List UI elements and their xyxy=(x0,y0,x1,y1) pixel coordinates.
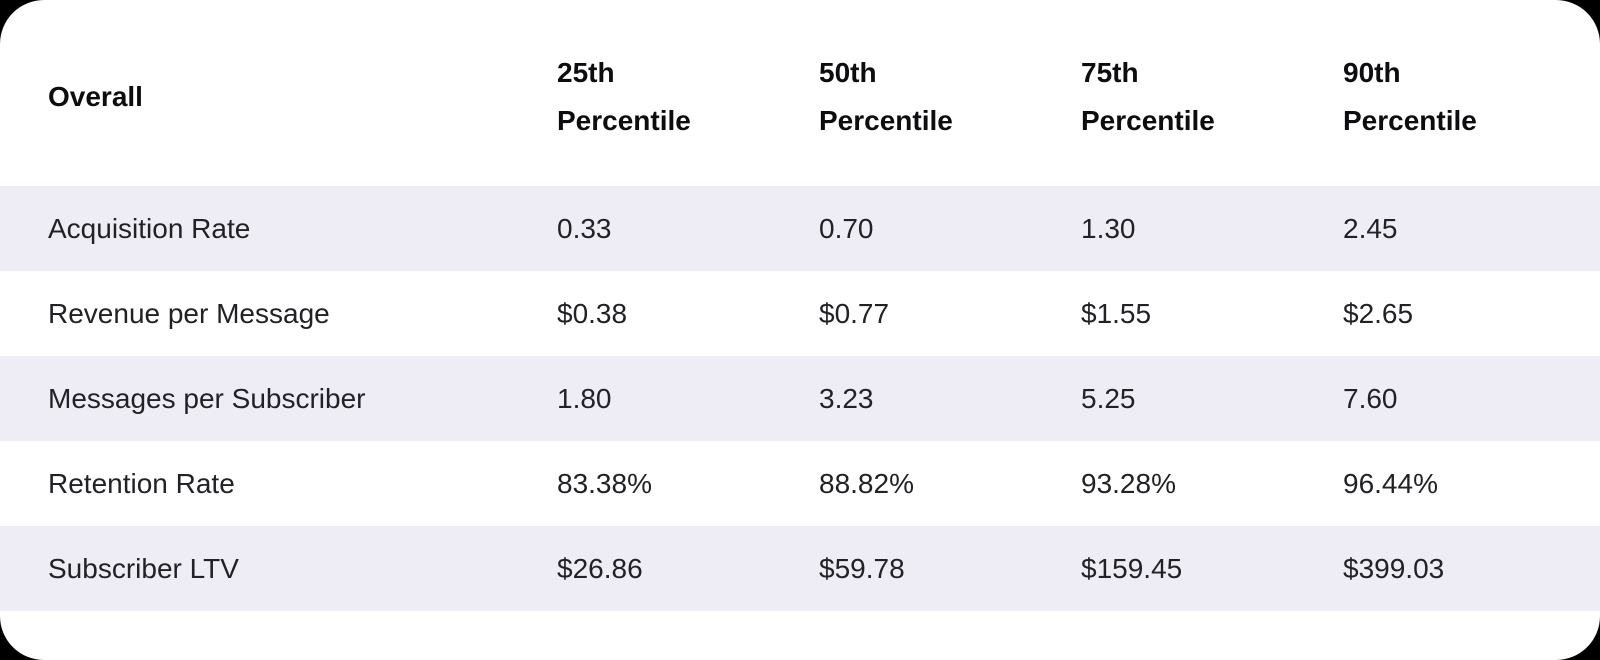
row-label: Revenue per Message xyxy=(48,297,330,329)
table-row: Messages per Subscriber 1.80 3.23 5.25 7.60 xyxy=(0,356,1600,441)
row-label: Retention Rate xyxy=(48,467,235,499)
value-cell: 3.23 xyxy=(819,382,874,414)
value-cell: 93.28% xyxy=(1081,467,1176,499)
percentile-table: Overall 25th Percentile 50th Percentile 75t… xyxy=(0,0,1600,611)
value-cell: 2.45 xyxy=(1343,212,1398,244)
value-cell: $26.86 xyxy=(557,552,643,584)
column-header-2: 50th Percentile xyxy=(819,57,953,136)
value-cell: 1.30 xyxy=(1081,212,1136,244)
column-header-4: 90th Percentile xyxy=(1343,57,1477,136)
value-cell: 0.70 xyxy=(819,212,874,244)
column-header-1: 25th Percentile xyxy=(557,57,691,136)
table-row: Subscriber LTV $26.86 $59.78 $159.45 $399.0… xyxy=(0,526,1600,611)
row-label: Messages per Subscriber xyxy=(48,382,366,414)
value-cell: 88.82% xyxy=(819,467,914,499)
value-cell: 83.38% xyxy=(557,467,652,499)
value-cell: 96.44% xyxy=(1343,467,1438,499)
value-cell: $1.55 xyxy=(1081,297,1152,329)
value-cell: $399.03 xyxy=(1343,552,1445,584)
column-header-0: Overall xyxy=(48,81,143,112)
table-row: Retention Rate 83.38% 88.82% 93.28% 96.44% xyxy=(0,441,1600,526)
value-cell: $159.45 xyxy=(1081,552,1183,584)
value-cell: 1.80 xyxy=(557,382,612,414)
value-cell: 5.25 xyxy=(1081,382,1136,414)
value-cell: $59.78 xyxy=(819,552,905,584)
value-cell: $0.38 xyxy=(557,297,628,329)
value-cell: 7.60 xyxy=(1343,382,1398,414)
row-label: Subscriber LTV xyxy=(48,552,239,584)
value-cell: $2.65 xyxy=(1343,297,1414,329)
value-cell: 0.33 xyxy=(557,212,612,244)
column-header-3: 75th Percentile xyxy=(1081,57,1215,136)
row-label: Acquisition Rate xyxy=(48,212,251,244)
table-row: Revenue per Message $0.38 $0.77 $1.55 $2.65 xyxy=(0,271,1600,356)
table-row: Acquisition Rate 0.33 0.70 1.30 2.45 xyxy=(0,186,1600,271)
value-cell: $0.77 xyxy=(819,297,890,329)
header-row: Overall 25th Percentile 50th Percentile 75t… xyxy=(0,0,1600,186)
